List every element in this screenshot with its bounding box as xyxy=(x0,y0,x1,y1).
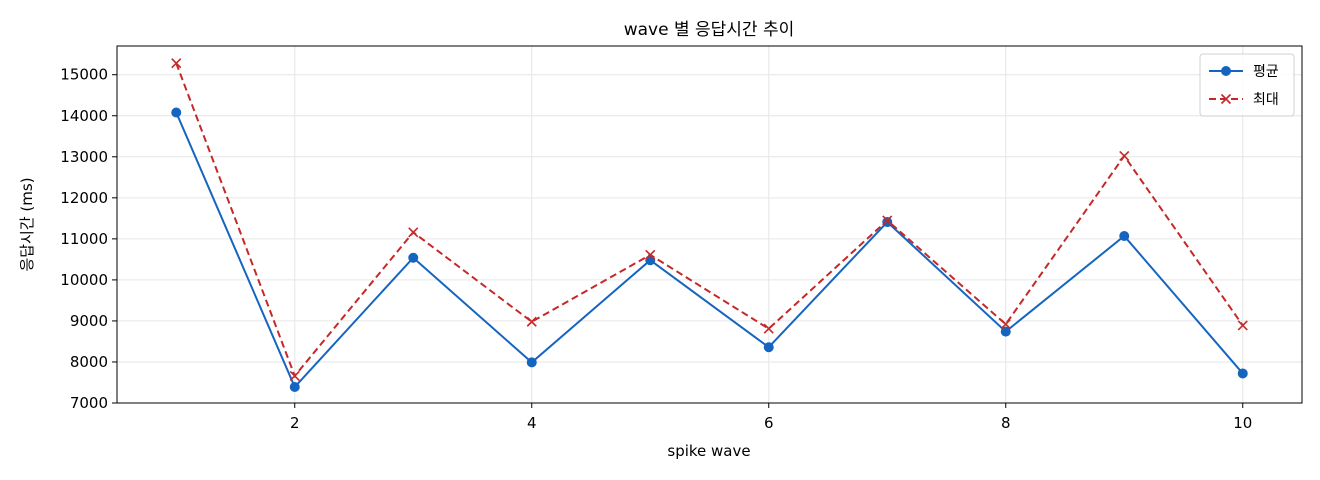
y-tick-label: 11000 xyxy=(60,230,108,248)
legend-marker xyxy=(1221,66,1231,76)
x-tick-label: 6 xyxy=(764,414,774,432)
data-point xyxy=(289,370,300,381)
data-point xyxy=(526,357,537,368)
legend-label: 평균 xyxy=(1253,64,1279,80)
plot-frame xyxy=(116,45,1303,404)
data-point xyxy=(1237,320,1248,331)
data-point xyxy=(763,342,774,353)
series-1 xyxy=(171,107,1248,392)
y-axis: 7000 8000 9000 10000 11000 12000 13000 14000 150… xyxy=(60,66,117,412)
legend-item: 최대 xyxy=(1209,92,1279,108)
y-tick-label: 9000 xyxy=(70,312,108,330)
x-tick-label: 4 xyxy=(527,414,537,432)
data-point xyxy=(1237,368,1248,379)
y-tick-label: 15000 xyxy=(60,66,108,84)
data-point xyxy=(645,249,656,260)
y-tick-label: 12000 xyxy=(60,189,108,207)
y-tick-label: 10000 xyxy=(60,271,108,289)
y-tick-label: 13000 xyxy=(60,148,108,166)
data-point xyxy=(408,252,419,263)
x-tick-label: 10 xyxy=(1233,414,1252,432)
legend-marker xyxy=(1220,93,1232,105)
legend-box xyxy=(1199,53,1295,117)
data-point xyxy=(882,217,893,228)
legend-label: 최대 xyxy=(1253,92,1279,108)
data-point xyxy=(171,58,182,69)
data-point xyxy=(882,215,893,226)
y-tick-label: 7000 xyxy=(70,394,108,412)
data-point xyxy=(1119,230,1130,241)
data-point xyxy=(526,316,537,327)
data-point xyxy=(1000,319,1011,330)
x-tick-label: 2 xyxy=(290,414,300,432)
series-layer xyxy=(171,58,1248,392)
grid xyxy=(117,46,1302,404)
data-point xyxy=(289,381,300,392)
y-tick-label: 14000 xyxy=(60,107,108,125)
series-line xyxy=(175,62,1244,378)
data-point xyxy=(1000,326,1011,337)
y-tick-label: 8000 xyxy=(70,353,108,371)
data-point xyxy=(763,323,774,334)
data-point xyxy=(1119,150,1130,162)
series-line xyxy=(175,112,1244,389)
x-tick-label: 8 xyxy=(1001,414,1011,432)
legend-item: 평균 xyxy=(1209,64,1279,80)
chart-title: wave 별 응답시간 추이 xyxy=(624,20,795,40)
x-axis-label: spike wave xyxy=(667,442,750,460)
y-axis-label: 응답시간 (ms) xyxy=(18,177,36,271)
x-axis: 2 4 6 8 10 xyxy=(290,403,1252,432)
data-point xyxy=(408,227,419,238)
data-point xyxy=(171,107,182,118)
series-2 xyxy=(171,58,1248,381)
